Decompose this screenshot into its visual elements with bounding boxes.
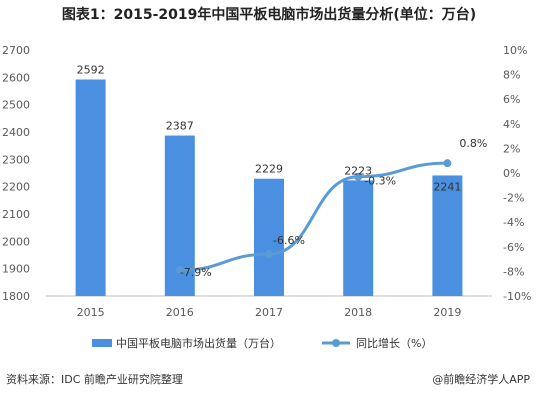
y-left-tick-label: 2600 — [2, 71, 30, 84]
bar-2019 — [432, 175, 463, 296]
brand-note: @前瞻经济学人APP — [432, 373, 530, 386]
growth-point-2018 — [354, 172, 363, 181]
y-right-tick-label: 2% — [503, 142, 520, 155]
chart-title: 图表1：2015-2019年中国平板电脑市场出货量分析(单位：万台) — [61, 7, 477, 23]
y-right-tick-label: 4% — [503, 118, 520, 131]
legend-bar-swatch — [92, 339, 112, 347]
legend-bar-label: 中国平板电脑市场出货量（万台） — [116, 336, 281, 350]
y-right-tick-label: 10% — [503, 44, 527, 57]
x-tick-label: 2019 — [433, 306, 461, 319]
bar-value-label: 2223 — [344, 164, 372, 177]
y-left-tick-label: 1900 — [2, 263, 30, 276]
y-right-tick-label: -6% — [503, 241, 524, 254]
bar-2015 — [75, 79, 106, 296]
y-right-tick-label: -8% — [503, 265, 524, 278]
source-note: 资料来源：IDC 前瞻产业研究院整理 — [6, 373, 183, 386]
bar-value-label: 2592 — [77, 64, 105, 77]
y-right-tick-label: 8% — [503, 69, 520, 82]
chart: 1800 1900 2000 2100 2200 2300 2400 2500 2600 2700… — [2, 44, 531, 350]
growth-line — [179, 161, 448, 272]
y-left-tick-label: 2200 — [2, 181, 30, 194]
y-left-tick-label: 2500 — [2, 99, 30, 112]
x-tick-label: 2017 — [255, 306, 283, 319]
growth-point-2017 — [265, 250, 273, 259]
growth-point-2019 — [443, 159, 452, 168]
growth-value-label: -7.9% — [180, 266, 212, 279]
y-right-tick-label: -4% — [503, 216, 524, 229]
x-tick-label: 2016 — [166, 306, 194, 319]
growth-value-label: -6.6% — [273, 234, 305, 247]
x-tick-label: 2018 — [344, 306, 372, 319]
y-left-tick-label: 2400 — [2, 126, 30, 139]
y-right-tick-label: 6% — [503, 93, 520, 106]
growth-value-label: 0.8% — [459, 137, 487, 150]
bar-value-label: 2241 — [433, 180, 461, 193]
y-left-tick-label: 2100 — [2, 208, 30, 221]
y-left-tick-label: 1800 — [2, 290, 30, 303]
legend-line-marker — [332, 339, 340, 347]
y-right-tick-label: -10% — [503, 290, 531, 303]
growth-value-label: -0.3% — [364, 175, 396, 188]
bar-value-label: 2387 — [166, 120, 194, 133]
y-left-tick-label: 2000 — [2, 235, 30, 248]
legend-line-label: 同比增长（%） — [356, 336, 432, 350]
bar-2018 — [343, 180, 374, 296]
y-right-tick-label: 0% — [503, 167, 520, 180]
y-left-tick-label: 2300 — [2, 153, 30, 166]
bar-value-label: 2229 — [255, 163, 283, 176]
y-left-tick-label: 2700 — [2, 44, 30, 57]
growth-point-2016 — [175, 266, 184, 275]
bar-2017 — [254, 178, 284, 296]
x-tick-label: 2015 — [77, 306, 105, 319]
y-right-tick-label: -2% — [503, 192, 524, 205]
